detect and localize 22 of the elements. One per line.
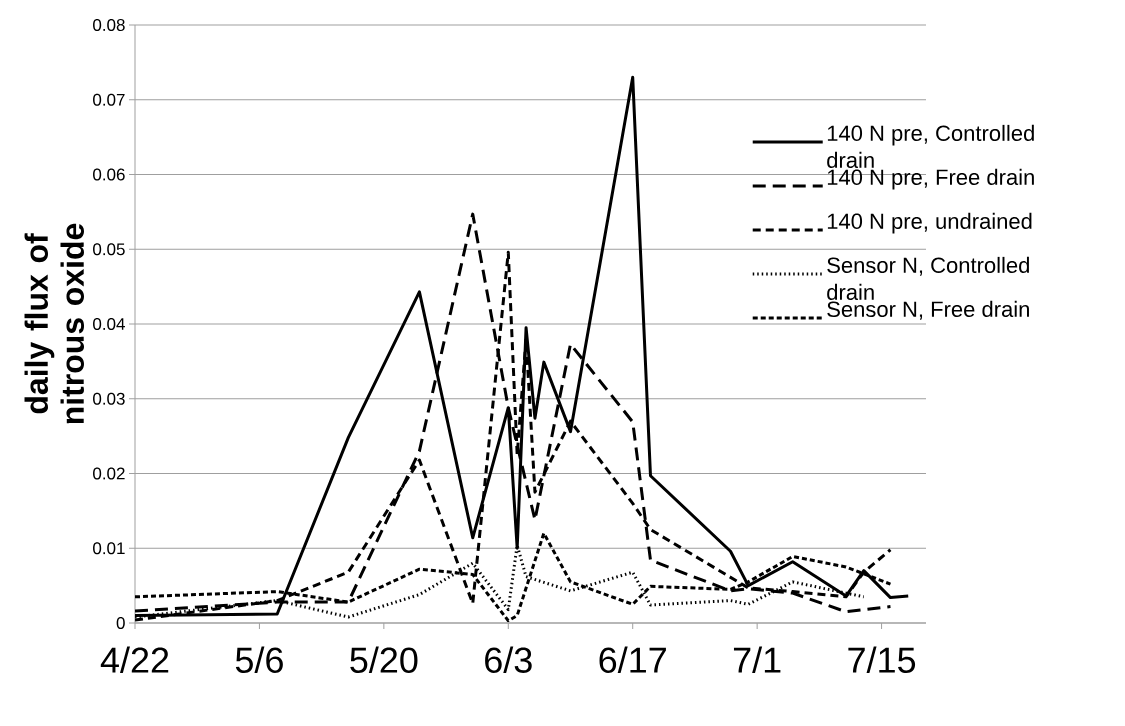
y-tick-label: 0.02 xyxy=(93,467,125,480)
x-tick-label: 7/1 xyxy=(733,646,781,673)
y-tick-label: 0 xyxy=(116,616,125,630)
y-tick-label: 0.04 xyxy=(93,317,125,331)
x-tick-label: 5/6 xyxy=(235,646,283,673)
y-tick-label: 0.01 xyxy=(93,542,125,555)
x-tick-label: 7/15 xyxy=(848,646,916,673)
y-tick-label: 0.08 xyxy=(93,18,125,32)
y-axis-title: daily flux of nitrous oxide xyxy=(24,223,85,424)
legend-label: 140 N pre, Controlled drain xyxy=(827,124,1034,169)
legend-label: 140 N pre, undrained xyxy=(827,212,1032,234)
legend-label: Sensor N, Free drain xyxy=(827,300,1029,320)
y-tick-label: 0.06 xyxy=(93,168,125,181)
x-tick-label: 5/20 xyxy=(350,646,418,673)
y-tick-label: 0.05 xyxy=(93,243,125,256)
x-tick-label: 4/22 xyxy=(100,646,169,673)
x-tick-label: 6/3 xyxy=(485,646,532,673)
y-tick-label: 0.07 xyxy=(93,93,125,106)
legend-label: 140 N pre, Free drain xyxy=(827,168,1034,190)
y-tick-label: 0.03 xyxy=(93,392,125,405)
legend-label: Sensor N, Controlled drain xyxy=(827,256,1029,301)
x-tick-label: 6/17 xyxy=(599,646,666,673)
